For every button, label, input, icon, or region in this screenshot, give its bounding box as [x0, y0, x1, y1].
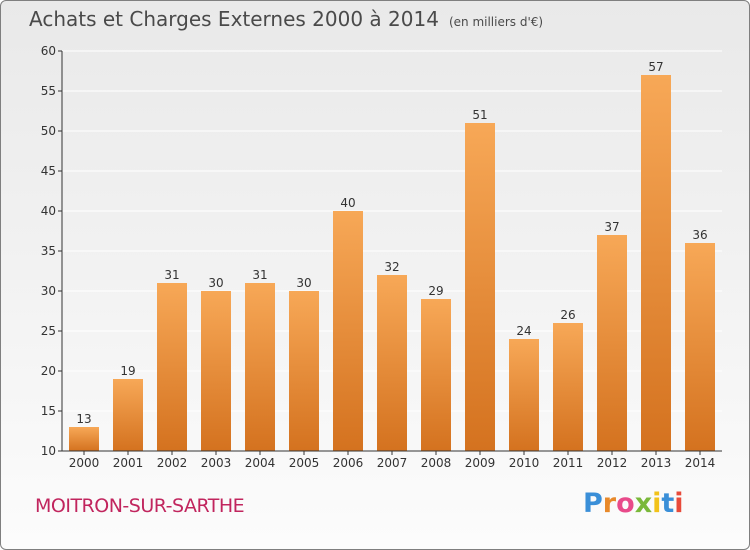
bar	[597, 235, 627, 451]
x-tick-label: 2000	[69, 456, 100, 470]
x-tick-label: 2007	[377, 456, 408, 470]
bar	[289, 291, 319, 451]
bar-value-label: 30	[208, 276, 223, 290]
logo-letter: r	[602, 488, 617, 519]
x-tick-label: 2003	[201, 456, 232, 470]
bar-value-label: 29	[428, 284, 443, 298]
bar-value-label: 30	[296, 276, 311, 290]
bar-value-label: 36	[692, 228, 707, 242]
bar-value-label: 57	[648, 60, 663, 74]
x-tick-label: 2005	[289, 456, 320, 470]
x-tick-label: 2004	[245, 456, 276, 470]
labels: 10 15 20 25 30 35 40 45 50 55 60 13 2000 19 2001 31 2002…	[41, 44, 716, 470]
x-tick-label: 2013	[641, 456, 672, 470]
bar	[421, 299, 451, 451]
commune-name: MOITRON-SUR-SARTHE	[35, 495, 245, 517]
bar-value-label: 19	[120, 364, 135, 378]
bar	[685, 243, 715, 451]
bars	[69, 75, 715, 451]
bar	[245, 283, 275, 451]
bar-value-label: 40	[340, 196, 355, 210]
y-tick-label: 25	[41, 324, 56, 338]
logo-letter: t	[661, 488, 675, 519]
y-tick-label: 60	[41, 44, 56, 58]
bar	[201, 291, 231, 451]
bar-value-label: 26	[560, 308, 575, 322]
bar-value-label: 24	[516, 324, 531, 338]
bar	[333, 211, 363, 451]
bar	[157, 283, 187, 451]
y-tick-label: 55	[41, 84, 56, 98]
chart-subtitle: (en milliers d'€)	[448, 15, 544, 29]
y-tick-label: 40	[41, 204, 56, 218]
logo-letter: P	[583, 488, 603, 519]
bar	[553, 323, 583, 451]
axes	[58, 50, 722, 455]
bar-value-label: 31	[164, 268, 179, 282]
logo-letter: x	[634, 488, 653, 519]
x-tick-label: 2008	[421, 456, 452, 470]
x-tick-label: 2014	[685, 456, 716, 470]
y-tick-label: 35	[41, 244, 56, 258]
bar	[377, 275, 407, 451]
bar	[641, 75, 671, 451]
x-tick-label: 2009	[465, 456, 496, 470]
chart-title: Achats et Charges Externes 2000 à 2014 (e…	[29, 7, 543, 31]
bar	[509, 339, 539, 451]
y-tick-label: 15	[41, 404, 56, 418]
x-tick-label: 2010	[509, 456, 540, 470]
bar	[465, 123, 495, 451]
logo-letter: i	[674, 488, 684, 519]
bar-value-label: 32	[384, 260, 399, 274]
y-tick-label: 20	[41, 364, 56, 378]
y-tick-label: 50	[41, 124, 56, 138]
bar	[69, 427, 99, 451]
bar	[113, 379, 143, 451]
logo-letter: o	[616, 488, 635, 519]
bar-value-label: 37	[604, 220, 619, 234]
y-tick-label: 10	[41, 444, 56, 458]
x-tick-label: 2002	[157, 456, 188, 470]
logo-letter: i	[652, 488, 662, 519]
x-tick-label: 2011	[553, 456, 584, 470]
x-tick-label: 2012	[597, 456, 628, 470]
proxiti-logo: Proxiti	[583, 488, 684, 519]
bar-value-label: 31	[252, 268, 267, 282]
x-tick-label: 2001	[113, 456, 144, 470]
y-tick-label: 30	[41, 284, 56, 298]
y-tick-label: 45	[41, 164, 56, 178]
bar-value-label: 13	[76, 412, 91, 426]
x-tick-label: 2006	[333, 456, 364, 470]
chart-title-text: Achats et Charges Externes 2000 à 2014	[29, 7, 439, 31]
bar-value-label: 51	[472, 108, 487, 122]
